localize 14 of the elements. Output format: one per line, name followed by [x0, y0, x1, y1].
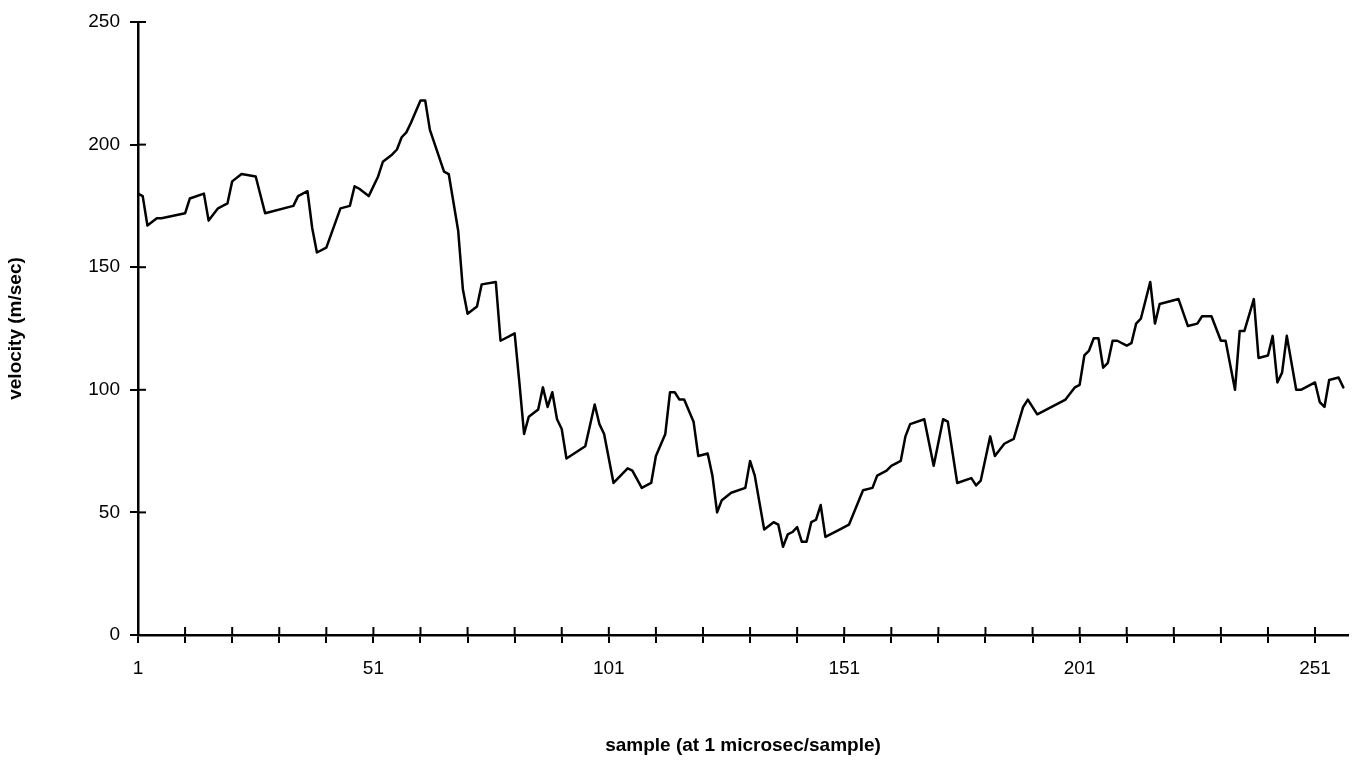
x-axis-title: sample (at 1 microsec/sample)	[605, 733, 881, 755]
y-tick-label: 0	[109, 623, 120, 645]
y-tick-label: 50	[98, 500, 120, 522]
x-tick-label: 201	[1063, 656, 1096, 678]
y-tick-label: 100	[88, 378, 120, 400]
y-tick-label: 150	[88, 255, 120, 277]
x-tick-label: 251	[1299, 656, 1331, 678]
x-tick-label: 1	[132, 656, 144, 678]
y-axis-title: velocity (m/sec)	[3, 257, 25, 400]
y-tick-label: 200	[88, 132, 120, 154]
x-tick-label: 151	[828, 656, 861, 678]
y-tick-label: 250	[88, 10, 120, 32]
x-tick-label: 101	[592, 656, 625, 678]
x-tick-label: 51	[362, 656, 384, 678]
